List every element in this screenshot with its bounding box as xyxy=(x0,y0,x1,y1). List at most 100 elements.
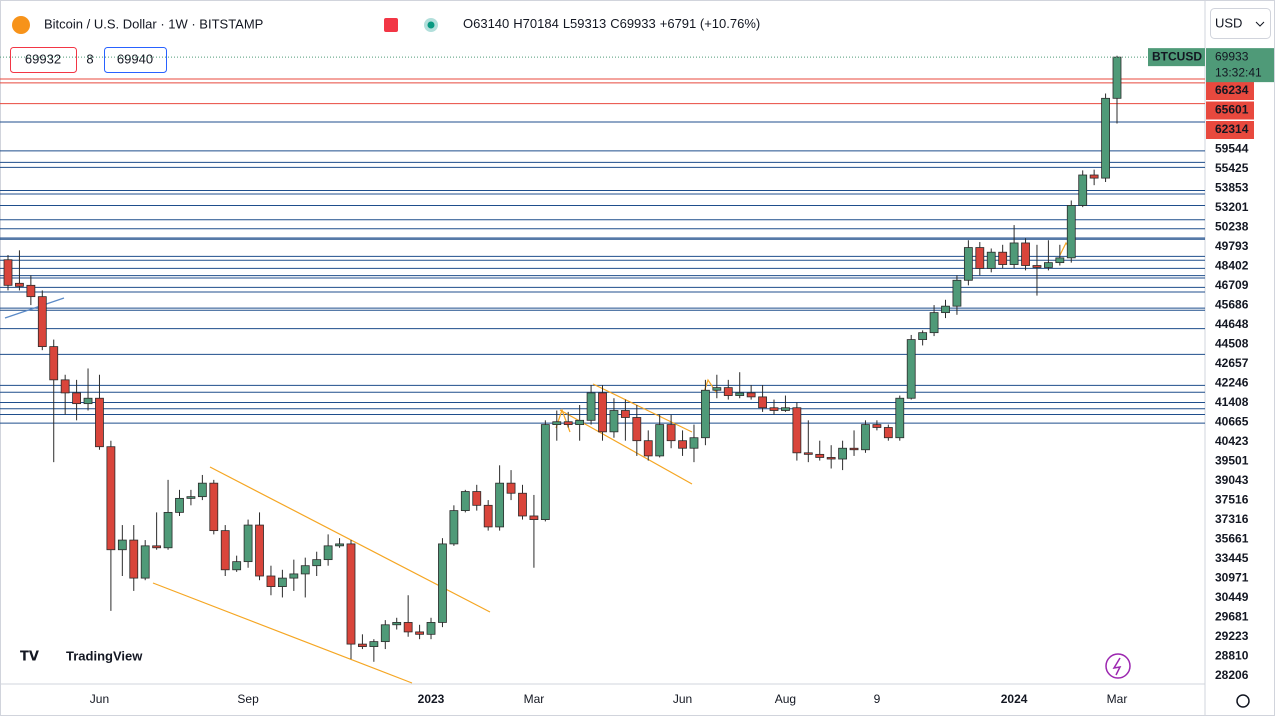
candle-body xyxy=(586,392,596,421)
level-label: 29681 xyxy=(1215,610,1249,624)
level-label: 37516 xyxy=(1215,493,1249,507)
candle-body xyxy=(975,247,985,269)
candle-body xyxy=(598,392,607,433)
candle-body xyxy=(952,279,962,307)
countdown: 13:32:41 xyxy=(1215,65,1262,79)
candle-body xyxy=(3,259,13,286)
candle-body xyxy=(643,440,653,457)
level-label: 50238 xyxy=(1215,220,1249,234)
candle-body xyxy=(781,407,790,411)
level-label-box xyxy=(1206,589,1254,607)
candle-body xyxy=(1112,56,1122,99)
level-label: 53201 xyxy=(1215,200,1249,214)
level-label: 62314 xyxy=(1215,122,1249,136)
level-label-box xyxy=(1206,374,1254,393)
candle-body xyxy=(358,643,367,647)
candle-body xyxy=(186,496,196,499)
ohlc-value: C69933 xyxy=(610,16,656,31)
candle-body xyxy=(826,457,836,460)
candle-body xyxy=(929,312,939,334)
candle-body xyxy=(609,410,619,433)
level-label-box xyxy=(1206,355,1254,373)
symbol-icon xyxy=(12,16,30,34)
candle-body xyxy=(483,504,493,528)
status-dot xyxy=(427,21,435,29)
level-label-box xyxy=(1206,433,1254,451)
candle-body xyxy=(243,524,253,563)
candle-body xyxy=(918,332,928,340)
candle-body xyxy=(861,424,870,451)
level-label-box xyxy=(1206,530,1254,549)
candle-body xyxy=(689,437,699,449)
candle-body xyxy=(15,282,24,287)
candle-body xyxy=(495,482,505,528)
candle-body xyxy=(872,424,882,428)
candle-body xyxy=(426,622,436,635)
level-label: 66234 xyxy=(1215,83,1249,97)
level-label-box xyxy=(1206,199,1254,217)
level-label: 65601 xyxy=(1215,103,1249,117)
logo-mark: 𝗧𝗩 xyxy=(20,648,39,663)
level-label: 33445 xyxy=(1215,551,1249,565)
candles xyxy=(3,55,1122,662)
sell-price[interactable]: 69932 xyxy=(25,51,61,66)
candle-body xyxy=(540,424,550,520)
level-label-box xyxy=(1206,472,1254,490)
level-label: 48402 xyxy=(1215,259,1249,273)
level-label: 45686 xyxy=(1215,298,1249,312)
ohlc-value: O63140 xyxy=(463,16,509,31)
ohlc-value: +6791 (+10.76%) xyxy=(660,16,760,31)
level-label-box xyxy=(1206,121,1254,139)
x-tick-label: Mar xyxy=(524,692,545,706)
x-tick-label: 9 xyxy=(874,692,881,706)
level-label-box xyxy=(1206,277,1254,295)
x-tick-label: 2023 xyxy=(418,692,445,706)
level-label: 42246 xyxy=(1215,376,1249,390)
level-label-box xyxy=(1206,394,1254,412)
candle-body xyxy=(655,424,665,457)
candle-body xyxy=(849,447,859,451)
price-label: 69933 xyxy=(1215,49,1249,63)
candle-body xyxy=(941,305,950,314)
candle-body xyxy=(883,427,893,439)
level-label: 40665 xyxy=(1215,415,1249,429)
trend-line xyxy=(4,297,65,319)
candle-body xyxy=(403,622,413,633)
level-label: 40423 xyxy=(1215,434,1249,448)
candle-body xyxy=(986,251,996,269)
x-tick-label: Jun xyxy=(90,692,109,706)
level-label-box xyxy=(1206,101,1254,120)
sell-box[interactable] xyxy=(10,47,77,73)
candle-body xyxy=(209,482,219,532)
settings-icon[interactable] xyxy=(1236,694,1250,708)
currency[interactable]: USD xyxy=(1215,15,1242,30)
x-tick-label: 2024 xyxy=(1001,692,1028,706)
buy-box[interactable] xyxy=(104,47,167,73)
level-label: 55425 xyxy=(1215,161,1249,175)
ohlc-legend: O63140 H70184 L59313 C69933 +6791 (+10.76%) xyxy=(463,16,760,31)
candle-body xyxy=(735,392,745,396)
candle-body xyxy=(232,561,242,571)
candle-body xyxy=(438,543,447,623)
level-label: 53853 xyxy=(1215,181,1249,195)
currency-select[interactable] xyxy=(1210,8,1271,39)
time-axis: Jun Sep 2023 Mar Jun Aug 9 2024 Mar xyxy=(90,692,1128,706)
candle-body xyxy=(1009,242,1019,265)
level-label: 44648 xyxy=(1215,317,1249,331)
level-label: 30971 xyxy=(1215,571,1249,585)
level-label: 37316 xyxy=(1215,512,1249,526)
candle-body xyxy=(95,397,104,448)
candle-body xyxy=(963,247,973,281)
candle-body xyxy=(998,251,1008,265)
buy-price[interactable]: 69940 xyxy=(117,51,153,66)
candle-body xyxy=(723,387,733,396)
candle-body xyxy=(1044,262,1053,268)
candle-body xyxy=(380,624,390,643)
candle-body xyxy=(140,545,150,579)
candle-body xyxy=(1078,174,1088,206)
alert-icon[interactable] xyxy=(1105,653,1131,679)
level-label-box xyxy=(1206,413,1254,432)
level-label: 44508 xyxy=(1215,337,1249,351)
